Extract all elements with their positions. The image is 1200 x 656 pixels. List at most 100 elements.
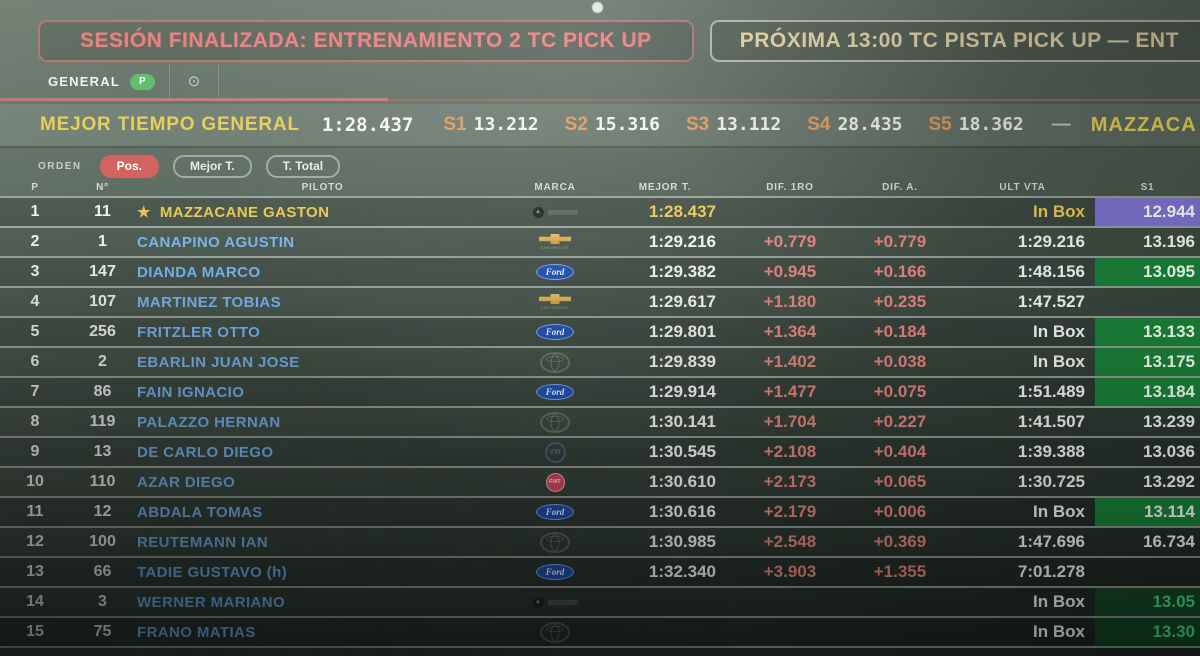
table-row: 10 110 AZAR DIEGO FIAT 1:30.610 +2.173 +0.065 1… — [0, 466, 1200, 496]
driver-name-cell: FAIN IGNACIO — [135, 378, 510, 406]
last-lap-cell: In Box — [1033, 202, 1085, 221]
sector-label: S5 — [928, 114, 952, 135]
sort-pill-mejor-t[interactable]: Mejor T. — [172, 154, 252, 178]
sort-pill-t-total[interactable]: T. Total — [265, 154, 341, 178]
gap-to-ahead-cell: +0.184 — [873, 322, 927, 341]
car-number-cell: 147 — [89, 263, 116, 280]
brand-cell: ▲ — [510, 588, 600, 616]
driver-name-cell: ★ MAZZACANE GASTON — [135, 198, 510, 226]
tab-underline — [0, 99, 1200, 101]
table-row: 1 11 ★ MAZZACANE GASTON ▲ 1:28.437 In Box 12.94… — [0, 196, 1200, 226]
driver-name: FRITZLER OTTO — [137, 323, 261, 341]
car-number-cell: 256 — [89, 323, 116, 340]
best-lap-cell: 1:29.801 — [648, 322, 716, 341]
position-cell: 7 — [30, 383, 40, 400]
table-row: 4 107 MARTINEZ TOBIAS CHEVROLET 1:29.617 +1.1… — [0, 286, 1200, 316]
best-lap-cell — [600, 618, 730, 646]
gap-to-ahead-cell — [850, 618, 950, 646]
last-lap-cell: 1:41.507 — [1017, 412, 1085, 431]
sector-best: S4 28.435 — [807, 114, 902, 135]
table-row: 15 75 FRANO MATIAS In Box 13.30 — [0, 616, 1200, 646]
header-last-lap: ULT VTA — [999, 181, 1046, 193]
brand-cell: Ford — [510, 258, 600, 286]
sector1-cell: 13.184 — [1095, 378, 1200, 406]
best-sectors: S1 13.212 S2 15.316 S3 13.112 S4 28.435 S5 18.362 — [443, 114, 1049, 136]
sector1-cell: 13.133 — [1095, 318, 1200, 346]
driver-name-cell: CANAPINO AGUSTIN — [135, 228, 510, 256]
driver-name: AZAR DIEGO — [137, 473, 236, 491]
header-number: N° — [96, 181, 109, 193]
brand-cell: Ford — [510, 318, 600, 346]
gap-to-ahead-cell: +0.369 — [873, 532, 927, 551]
car-number-cell: 119 — [89, 413, 116, 430]
driver-name: WERNER MARIANO — [137, 593, 286, 611]
brand-cell — [510, 408, 600, 436]
sector-value: 18.362 — [958, 114, 1024, 135]
ford-logo-icon: Ford — [536, 384, 574, 400]
last-lap-cell: 7:01.278 — [1017, 562, 1085, 581]
position-cell: 10 — [26, 473, 44, 490]
target-icon: ⊙ — [187, 73, 201, 90]
sector-label: S2 — [564, 114, 588, 135]
sector-best: S2 15.316 — [564, 114, 660, 135]
header-best-lap: MEJOR T. — [638, 181, 692, 193]
driver-name-cell: EBARLIN JUAN JOSE — [135, 348, 510, 376]
star-icon: ★ — [137, 204, 151, 221]
header-driver: PILOTO — [301, 181, 344, 193]
gap-to-leader-cell: +2.173 — [763, 472, 817, 491]
filter-pills: Pos. Mejor T. T. Total — [99, 154, 341, 178]
driver-name: FRANO MATIAS — [137, 623, 256, 641]
gap-to-leader-cell: +0.945 — [763, 262, 817, 281]
position-cell: 14 — [26, 593, 44, 610]
driver-name: DIANDA MARCO — [137, 263, 261, 281]
nissan-logo-icon: ▲ — [532, 596, 578, 608]
sector-value: 15.316 — [594, 114, 660, 135]
last-lap-cell: In Box — [1033, 322, 1085, 341]
gap-to-ahead-cell: +0.006 — [873, 502, 927, 521]
sector1-cell: 13.114 — [1095, 498, 1200, 526]
next-session-banner: PRÓXIMA 13:00 TC PISTA PICK UP — ENT — [709, 20, 1200, 62]
best-lap-cell: 1:32.340 — [648, 562, 716, 581]
gap-to-ahead-cell: +0.075 — [873, 382, 927, 401]
best-lap-cell: 1:29.382 — [648, 262, 716, 281]
driver-name: CANAPINO AGUSTIN — [137, 233, 295, 251]
header-gap-ahead: DIF. A. — [882, 181, 918, 193]
car-number-cell: 75 — [93, 623, 112, 640]
brand-cell: Ford — [510, 378, 600, 406]
driver-name-cell: REUTEMANN IAN — [135, 528, 510, 556]
header-sector1: S1 — [1140, 181, 1155, 193]
gap-to-ahead-cell: +0.227 — [873, 412, 927, 431]
best-lap-cell: 1:28.437 — [648, 202, 716, 221]
gap-to-ahead-cell: +0.779 — [873, 232, 927, 251]
table-row: 12 100 REUTEMANN IAN 1:30.985 +2.548 +0.369 1:… — [0, 526, 1200, 556]
settings-tab[interactable]: ⊙ — [168, 64, 220, 99]
driver-name: ABDALA TOMAS — [137, 503, 263, 521]
best-lap-cell: 1:29.914 — [648, 382, 716, 401]
table-row: 14 3 WERNER MARIANO ▲ In Box 13.05 — [0, 586, 1200, 616]
driver-name-cell: FRITZLER OTTO — [135, 318, 510, 346]
brand-cell: FIAT — [510, 468, 600, 496]
best-time-bar: MEJOR TIEMPO GENERAL 1:28.437 S1 13.212 S2… — [0, 104, 1200, 148]
position-cell: 13 — [26, 563, 44, 580]
car-number-cell: 110 — [89, 473, 116, 490]
driver-name: MAZZACANE GASTON — [159, 203, 330, 221]
table-row: 8 119 PALAZZO HERNAN 1:30.141 +1.704 +0.227 1:… — [0, 406, 1200, 436]
sector-label: S4 — [807, 114, 831, 135]
best-time-value: 1:28.437 — [321, 114, 414, 136]
driver-name: TADIE GUSTAVO (h) — [137, 563, 288, 581]
last-lap-cell: 1:47.696 — [1017, 532, 1085, 551]
driver-name-cell: AZAR DIEGO — [135, 468, 510, 496]
vw-logo-icon: VW — [544, 441, 566, 463]
tab-general[interactable]: GENERAL P — [0, 64, 169, 99]
sort-pill-pos[interactable]: Pos. — [99, 154, 159, 178]
position-cell: 12 — [26, 533, 44, 550]
banner-row: SESIÓN FINALIZADA: ENTRENAMIENTO 2 TC PI… — [0, 20, 1200, 62]
brand-cell: ▲ — [510, 198, 600, 226]
sector-best: S1 13.212 — [443, 114, 538, 135]
position-cell: 3 — [30, 263, 40, 280]
car-number-cell: 2 — [98, 353, 107, 370]
car-number-cell: 12 — [93, 503, 112, 520]
last-lap-cell: 1:51.489 — [1017, 382, 1085, 401]
last-lap-cell: 1:48.156 — [1017, 262, 1085, 281]
